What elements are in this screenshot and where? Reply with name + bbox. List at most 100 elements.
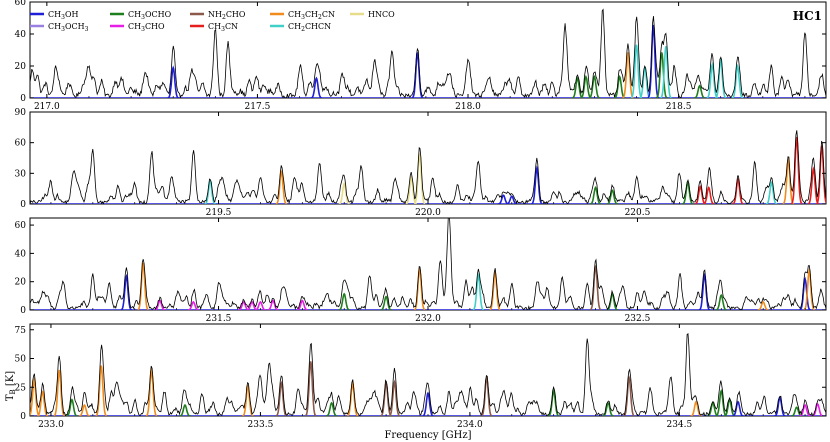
model-peak-ch3oh-p1-15: [310, 76, 323, 98]
y-tick-label: 90: [15, 108, 27, 118]
model-peak-nh2cho-p4-23: [388, 379, 401, 416]
panel-1-y-ticks: 0 20 40 60: [15, 0, 826, 104]
model-peak-ch3ch2cn-p3-38: [757, 300, 769, 310]
model-peak-ch3ocho-p1-41: [693, 84, 706, 98]
panel-1-observed-spectrum: [30, 8, 826, 98]
model-peak-ch3ocho-p4-10: [179, 404, 191, 416]
y-tick-label: 60: [15, 221, 27, 231]
y-tick-label: 40: [15, 30, 27, 40]
x-tick-label: 219.5: [206, 208, 232, 218]
model-peak-ch3ocho-p4-19: [325, 401, 338, 416]
model-peak-ch3ch2cn-p4-0: [30, 377, 40, 416]
panel-2-x-ticks: 219.5 220.0 220.5: [50, 112, 806, 218]
model-peak-ch3oh-p3-35: [698, 272, 711, 310]
legend-item-ch3oh: CH3OH: [30, 10, 78, 21]
model-peak-ch3ocho-p4-34: [602, 401, 614, 416]
x-tick-label: 231.5: [206, 314, 232, 324]
x-tick-label: 217.0: [34, 102, 60, 112]
model-peak-ch3ch2cn-p3-41: [803, 268, 815, 310]
panel-4-x-ticks: 233.0 233.5 234.0 234.5: [38, 324, 806, 430]
model-peak-ch3ocho-p2-33: [682, 180, 694, 204]
model-peak-ch2chcn-p1-42: [706, 61, 718, 98]
x-tick-label: 218.5: [666, 102, 692, 112]
model-peak-ch3cho-p3-12: [254, 300, 266, 310]
model-peak-ch3ocho-p4-42: [723, 398, 736, 416]
model-peak-ch3ch2cn-p4-4: [78, 404, 91, 416]
model-peak-ch2chcn-p1-44: [731, 63, 744, 98]
y-tick-label: 0: [20, 94, 26, 104]
y-tick-label: 20: [15, 278, 27, 288]
y-tick-label: 30: [15, 169, 27, 179]
legend-item-ch3cho: CH3CHO: [110, 22, 165, 33]
model-peak-ch3oh-p2-25: [531, 165, 543, 204]
model-peak-ch3ch2cn-p3-5: [137, 262, 149, 310]
model-peak-ch3oh-p4-43: [732, 400, 744, 416]
model-peak-ch3ocho-p4-31: [548, 388, 560, 416]
model-peak-ch3ocho-p3-19: [380, 295, 392, 310]
y-axis-title-unit: [K]: [5, 371, 16, 390]
model-peak-ch3ch2cn-p1-33: [622, 52, 634, 98]
legend-label: NH2CHO: [208, 10, 246, 21]
model-peak-ch2chcn-p2-39: [765, 180, 778, 204]
model-peak-ch3cho-p4-48: [811, 402, 824, 416]
model-peak-ch3cho-p3-13: [267, 299, 279, 310]
model-peak-ch3ch2cn-p4-2: [53, 369, 66, 416]
panel-4-plot: [30, 333, 826, 416]
legend-item-ch3och3: CH3OCH3: [30, 22, 89, 33]
model-peak-ch3ocho-p3-31: [606, 292, 619, 310]
model-peak-ch3ocho-p1-29: [580, 74, 592, 98]
model-peak-hnco-p2-14: [338, 181, 350, 204]
legend-label: CH3OH: [48, 10, 78, 21]
y-tick-label: 60: [15, 0, 27, 8]
model-peak-ch2chcn-p1-34: [630, 44, 643, 98]
panel-1-x-ticks: 217.0 217.5 218.0 218.5: [34, 2, 806, 112]
model-peak-ch3cn-p2-35: [703, 186, 715, 204]
model-peak-ch3ch2cn-p3-26: [489, 269, 501, 310]
model-peak-ch3ch2cn-p4-20: [346, 380, 359, 416]
y-axis-title-main: T: [5, 394, 16, 401]
panel-2-observed-spectrum: [30, 130, 826, 204]
model-peak-ch2chcn-p1-43: [715, 57, 727, 98]
panels-group: 217.0 217.5 218.0 218.5 0 20 40 60 219.5 220.0 220…: [15, 0, 827, 430]
model-peak-nh2cho-p4-22: [380, 380, 392, 416]
panel-3-y-ticks: 0 20 40 60: [15, 221, 826, 316]
model-peak-ch3ch2cn-p3-21: [413, 268, 426, 310]
model-peak-ch3oh-p3-40: [799, 276, 811, 310]
model-peak-ch3cn-p2-34: [694, 185, 706, 204]
model-peak-ch3ocho-p4-3: [66, 398, 78, 416]
model-peak-ch3ocho-p1-30: [588, 74, 601, 98]
y-axis-title: TB [K]: [5, 371, 17, 401]
model-peak-ch3ch2cn-p4-5: [95, 365, 108, 416]
spectrum-panel-3: 231.5 232.0 232.5 0 20 40 60: [15, 217, 827, 324]
panel-2-y-ticks: 0 30 60 90: [15, 108, 826, 210]
model-peak-ch2chcn-p1-35: [639, 65, 651, 98]
x-tick-label: 234.5: [666, 420, 692, 430]
legend-item-ch3cn: CH3CN: [190, 22, 238, 33]
model-peak-ch3ocho-p1-28: [571, 76, 584, 98]
legend-label: CH3OCHO: [128, 10, 172, 21]
x-axis-title: Frequency [GHz]: [384, 430, 471, 441]
y-tick-label: 50: [15, 355, 27, 365]
panel-2-plot: [30, 130, 826, 204]
model-peak-ch3ch2cn-p4-39: [690, 400, 702, 416]
y-tick-label: 0: [20, 306, 26, 316]
y-axis-title-sub: B: [9, 389, 17, 394]
x-tick-label: 233.0: [38, 420, 64, 430]
spectrum-panel-2: 219.5 220.0 220.5 0 30 60 90: [15, 108, 827, 218]
legend-label: CH3CN: [208, 22, 238, 33]
model-peak-ch3oh-p4-45: [774, 395, 786, 416]
x-tick-label: 217.5: [245, 102, 271, 112]
model-peak-ch3ocho-p3-17: [338, 292, 350, 310]
model-peak-ch3oh-p1-8: [167, 65, 179, 98]
model-peak-ch3ocho-p4-41: [715, 388, 727, 416]
model-peak-ch3cho-p3-15: [296, 299, 308, 310]
model-peak-ch3cn-p2-37: [732, 177, 744, 204]
model-peak-ch3cho-p4-47: [799, 404, 811, 416]
x-tick-label: 232.5: [625, 314, 651, 324]
model-peak-ch3cn-p2-42: [807, 166, 820, 204]
y-tick-label: 40: [15, 249, 27, 259]
y-tick-label: 0: [20, 412, 26, 422]
model-peak-ch3ocho-p2-29: [606, 189, 619, 204]
